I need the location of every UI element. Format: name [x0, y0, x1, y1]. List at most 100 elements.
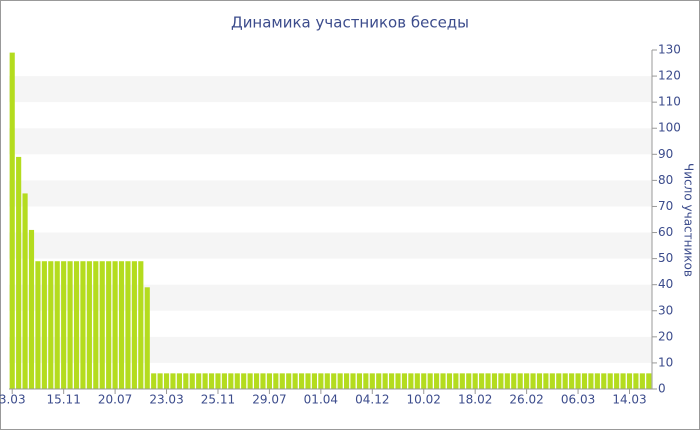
- bar: [151, 373, 157, 389]
- bar: [376, 373, 382, 389]
- bar: [22, 193, 28, 389]
- x-tick-label: 3.03: [0, 393, 26, 407]
- bar: [581, 373, 588, 389]
- x-tick-label: 26.02: [509, 393, 543, 407]
- bar: [273, 373, 279, 389]
- x-tick-label: 18.02: [458, 393, 492, 407]
- bar: [247, 373, 253, 389]
- y-tick-label: 130: [658, 43, 681, 57]
- x-tick-label: 25.11: [201, 393, 235, 407]
- bar: [614, 373, 620, 389]
- bar: [414, 373, 420, 389]
- bar: [382, 373, 388, 389]
- bar: [472, 373, 478, 389]
- bar: [112, 261, 118, 389]
- y-axis-title: Число участников: [682, 163, 696, 277]
- bar: [646, 373, 652, 389]
- bar: [286, 373, 292, 389]
- bar: [344, 373, 350, 389]
- bar: [16, 156, 22, 389]
- bar: [453, 373, 459, 389]
- bar: [356, 373, 363, 389]
- bar: [434, 373, 440, 389]
- bar: [170, 373, 176, 389]
- bar: [633, 373, 639, 389]
- bar: [543, 373, 549, 389]
- bar: [93, 261, 99, 389]
- y-tick-label: 30: [658, 303, 673, 317]
- bar: [517, 373, 523, 389]
- bar: [504, 373, 510, 389]
- bar: [298, 373, 305, 389]
- bar: [626, 373, 633, 389]
- x-tick-label: 04.12: [355, 393, 389, 407]
- bar: [9, 52, 15, 389]
- bar: [369, 373, 375, 389]
- x-tick-label: 06.03: [561, 393, 595, 407]
- bar: [491, 373, 498, 389]
- bar: [421, 373, 427, 389]
- x-tick-label: 29.07: [252, 393, 286, 407]
- bar: [337, 373, 343, 389]
- bar: [215, 373, 221, 389]
- x-tick-label: 15.11: [46, 393, 80, 407]
- bar: [620, 373, 626, 389]
- bar: [99, 261, 105, 389]
- bar: [157, 373, 163, 389]
- bar: [331, 373, 337, 389]
- y-tick-label: 70: [658, 199, 673, 213]
- bar: [189, 373, 195, 389]
- y-tick-label: 90: [658, 147, 673, 161]
- bar: [292, 373, 298, 389]
- bar: [260, 373, 266, 389]
- bar: [318, 373, 324, 389]
- x-tick-label: 01.04: [304, 393, 338, 407]
- bar: [228, 373, 234, 389]
- bar: [138, 261, 144, 389]
- x-tick-label: 20.07: [98, 393, 132, 407]
- bar: [131, 261, 137, 389]
- bar: [202, 373, 208, 389]
- y-tick-label: 0: [658, 382, 666, 396]
- bar: [485, 373, 491, 389]
- bar: [183, 373, 189, 389]
- bar: [459, 373, 465, 389]
- bar: [73, 261, 80, 389]
- bar: [536, 373, 543, 389]
- bar: [446, 373, 453, 389]
- y-tick-label: 20: [658, 329, 673, 343]
- chart-title: Динамика участников беседы: [231, 14, 469, 32]
- grid-band: [9, 128, 652, 155]
- bar: [427, 373, 433, 389]
- bar: [562, 373, 568, 389]
- bar: [395, 373, 401, 389]
- grid-band: [9, 336, 652, 363]
- bar: [54, 261, 60, 389]
- x-tick-label: 23.03: [149, 393, 183, 407]
- bar: [311, 373, 317, 389]
- bar: [305, 373, 311, 389]
- x-tick-label: 10.02: [407, 393, 441, 407]
- bar: [601, 373, 607, 389]
- bar: [408, 373, 414, 389]
- bar: [266, 373, 272, 389]
- bar: [466, 373, 472, 389]
- bar: [208, 373, 215, 389]
- bar: [607, 373, 613, 389]
- bar: [588, 373, 594, 389]
- bar: [350, 373, 356, 389]
- bar: [639, 373, 645, 389]
- bar: [594, 373, 600, 389]
- y-tick-label: 80: [658, 173, 673, 187]
- bar: [575, 373, 581, 389]
- bar: [106, 261, 112, 389]
- bar: [569, 373, 575, 389]
- grid-band: [9, 76, 652, 103]
- bar: [234, 373, 240, 389]
- bar: [440, 373, 446, 389]
- bar: [389, 373, 395, 389]
- bar: [125, 261, 131, 389]
- bar: [498, 373, 504, 389]
